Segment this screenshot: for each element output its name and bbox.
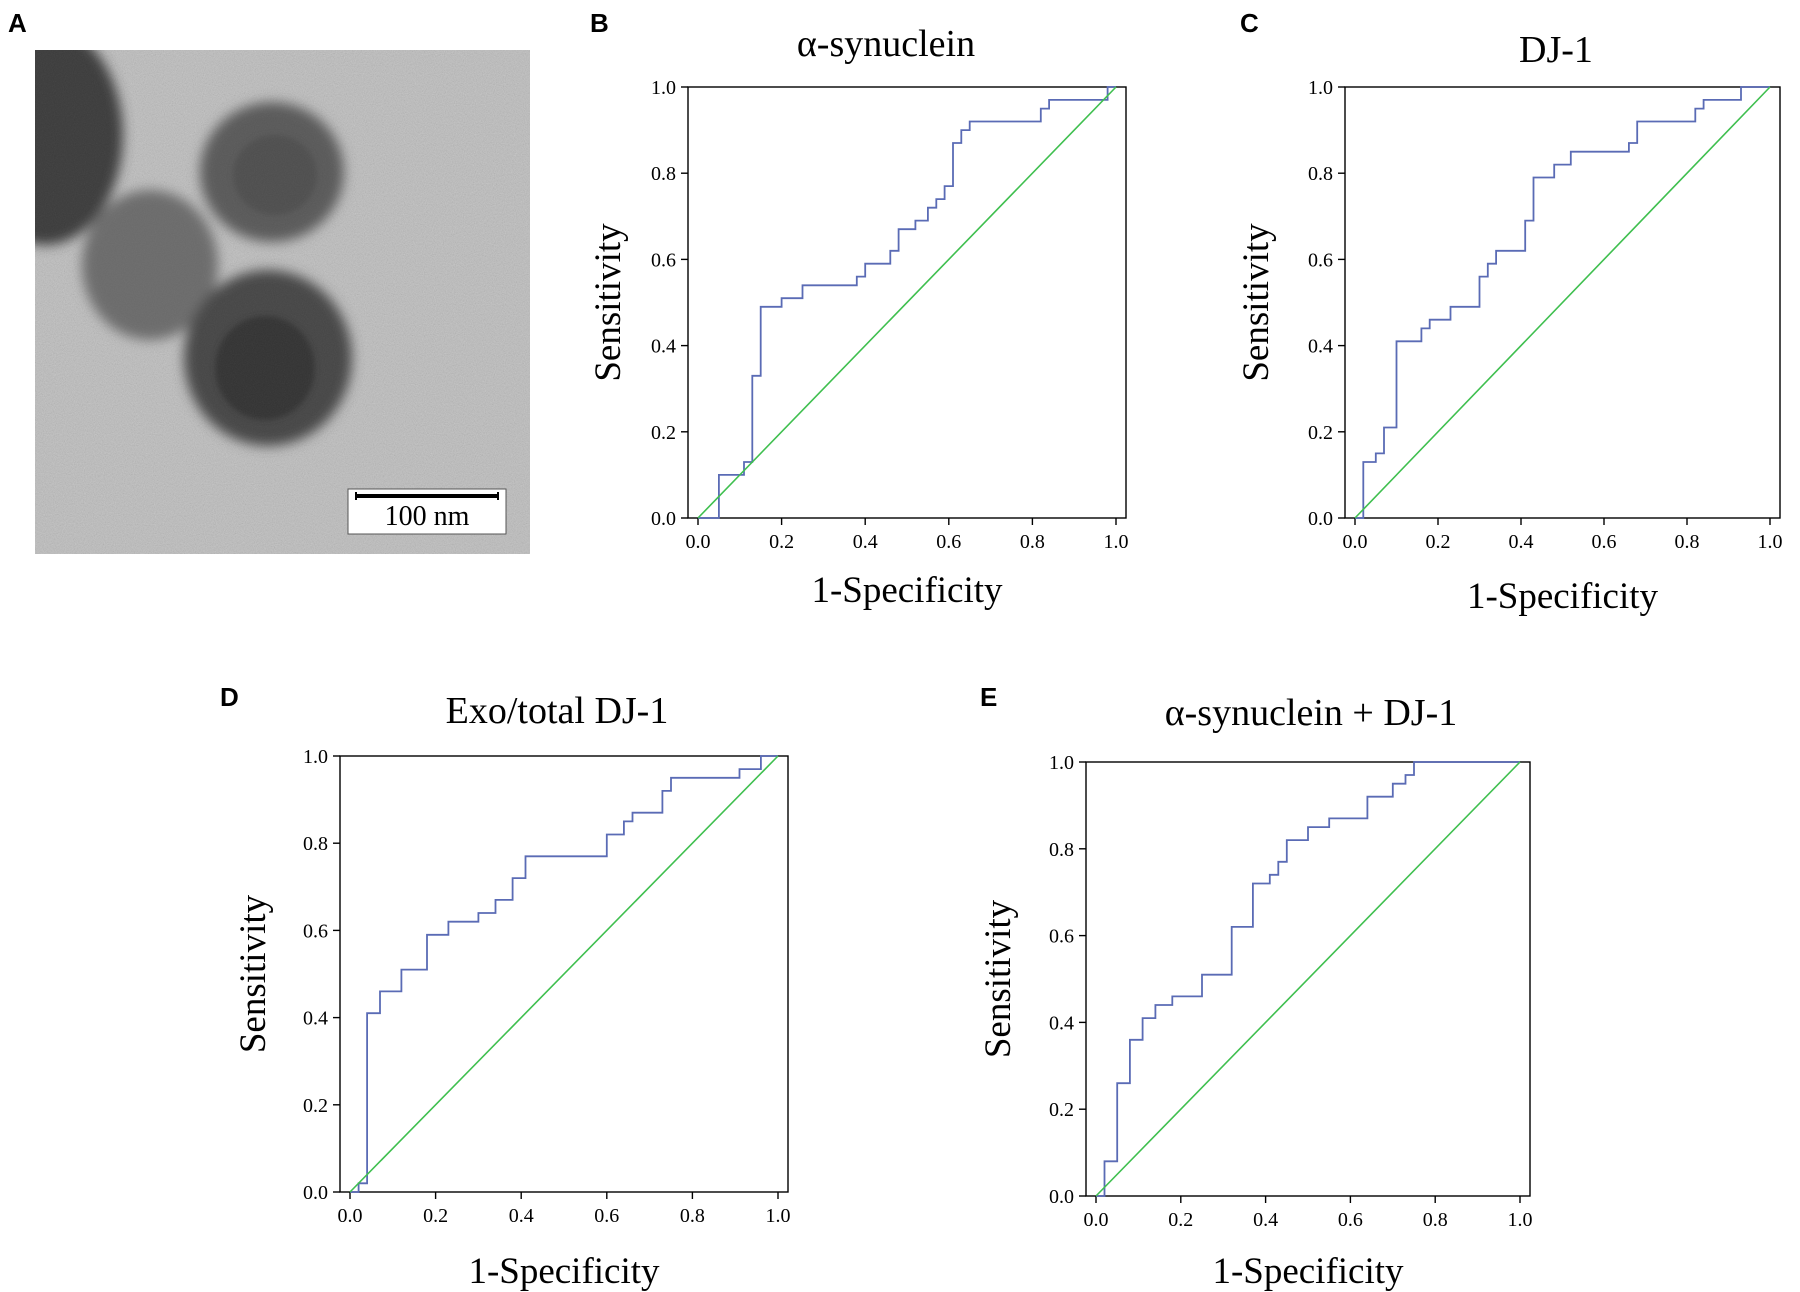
x-tick-label: 0.0 <box>1084 1209 1109 1231</box>
x-tick-label: 0.0 <box>1343 531 1368 553</box>
y-tick-label: 0.4 <box>1308 336 1333 358</box>
x-tick-label: 1.0 <box>766 1205 791 1227</box>
y-tick-label: 0.2 <box>303 1095 328 1117</box>
x-tick-label: 0.6 <box>936 531 961 553</box>
x-tick-label: 0.2 <box>1426 531 1451 553</box>
roc-curve <box>1096 761 1520 1197</box>
y-tick-label: 0.2 <box>1049 1099 1074 1121</box>
y-tick-label: 0.6 <box>1308 249 1333 271</box>
y-tick-label: 0.0 <box>1049 1186 1074 1208</box>
chart-title: Exo/total DJ-1 <box>446 690 669 732</box>
reference-line <box>349 755 779 1193</box>
y-tick-label: 0.0 <box>303 1182 328 1204</box>
reference-line <box>1095 761 1521 1197</box>
panel-letter-b: B <box>590 8 609 38</box>
plot-frame <box>1085 761 1531 1197</box>
chart-title: α-synuclein + DJ-1 <box>1165 692 1458 734</box>
x-tick-label: 0.4 <box>1509 531 1534 553</box>
y-axis-label: Sensitivity <box>978 899 1019 1058</box>
x-tick-label: 0.4 <box>853 531 878 553</box>
x-tick-label: 0.2 <box>769 531 794 553</box>
x-tick-label: 0.8 <box>1020 531 1045 553</box>
y-tick-label: 0.2 <box>1308 422 1333 444</box>
y-tick-label: 1.0 <box>303 746 328 768</box>
x-tick-label: 0.6 <box>1338 1209 1363 1231</box>
plot-frame <box>339 755 789 1193</box>
y-axis-label: Sensitivity <box>1236 223 1277 382</box>
plot-frame <box>687 86 1127 519</box>
x-tick-label: 0.0 <box>686 531 711 553</box>
y-tick-label: 0.6 <box>651 249 676 271</box>
y-tick-label: 0.0 <box>1308 508 1333 530</box>
y-tick-label: 0.6 <box>303 920 328 942</box>
y-tick-label: 0.6 <box>1049 926 1074 948</box>
y-tick-label: 1.0 <box>1049 752 1074 774</box>
x-tick-label: 0.8 <box>680 1205 705 1227</box>
x-tick-label: 0.2 <box>1168 1209 1193 1231</box>
y-tick-label: 0.8 <box>651 163 676 185</box>
x-axis-label: 1-Specificity <box>468 1251 660 1292</box>
panel-letter-e: E <box>980 682 997 712</box>
x-tick-label: 1.0 <box>1758 531 1783 553</box>
micrograph-image: 100 nm <box>35 50 530 554</box>
y-tick-label: 1.0 <box>1308 77 1333 99</box>
x-axis-label: 1-Specificity <box>1467 576 1659 617</box>
x-tick-label: 0.8 <box>1675 531 1700 553</box>
y-tick-label: 0.0 <box>651 508 676 530</box>
x-tick-label: 0.2 <box>423 1205 448 1227</box>
x-tick-label: 0.0 <box>338 1205 363 1227</box>
chart-title: α-synuclein <box>797 23 975 65</box>
x-axis-label: 1-Specificity <box>1212 1251 1404 1292</box>
y-tick-label: 0.8 <box>303 833 328 855</box>
y-tick-label: 0.8 <box>1049 839 1074 861</box>
plot-frame <box>1344 86 1781 519</box>
x-tick-label: 0.8 <box>1423 1209 1448 1231</box>
scale-bar-label: 100 nm <box>385 501 470 532</box>
y-tick-label: 0.4 <box>651 336 676 358</box>
reference-line <box>1354 86 1771 519</box>
chart-title: DJ-1 <box>1519 29 1593 71</box>
x-tick-label: 0.6 <box>1592 531 1617 553</box>
roc-curve <box>698 86 1116 519</box>
x-tick-label: 0.6 <box>594 1205 619 1227</box>
y-axis-label: Sensitivity <box>588 223 629 382</box>
x-tick-label: 1.0 <box>1104 531 1129 553</box>
panel-letter-d: D <box>220 682 239 712</box>
chart-panel-c: C DJ-1 0.0 0.2 0.4 0.6 0.8 1.0 0.0 0.2 0.4 0.6 0.8 1.… <box>1236 8 1783 617</box>
chart-panel-d: D Exo/total DJ-1 0.0 0.2 0.4 0.6 0.8 1.0 0.0 0.2 0… <box>220 682 791 1292</box>
roc-curve <box>1355 86 1770 519</box>
x-tick-label: 0.4 <box>1253 1209 1278 1231</box>
x-tick-label: 1.0 <box>1508 1209 1533 1231</box>
reference-line <box>697 86 1117 519</box>
panel-letter-c: C <box>1240 8 1259 38</box>
x-tick-label: 0.4 <box>509 1205 534 1227</box>
y-tick-label: 0.8 <box>1308 163 1333 185</box>
scale-bar-box: 100 nm <box>347 488 507 535</box>
panel-a: A 100 nm <box>8 8 530 554</box>
y-tick-label: 0.4 <box>1049 1012 1074 1034</box>
x-axis-label: 1-Specificity <box>811 570 1003 611</box>
y-tick-label: 0.4 <box>303 1008 328 1030</box>
y-axis-label: Sensitivity <box>233 894 274 1053</box>
y-tick-label: 1.0 <box>651 77 676 99</box>
y-tick-label: 0.2 <box>651 422 676 444</box>
roc-curve <box>350 755 778 1193</box>
panel-letter-a: A <box>8 8 27 38</box>
